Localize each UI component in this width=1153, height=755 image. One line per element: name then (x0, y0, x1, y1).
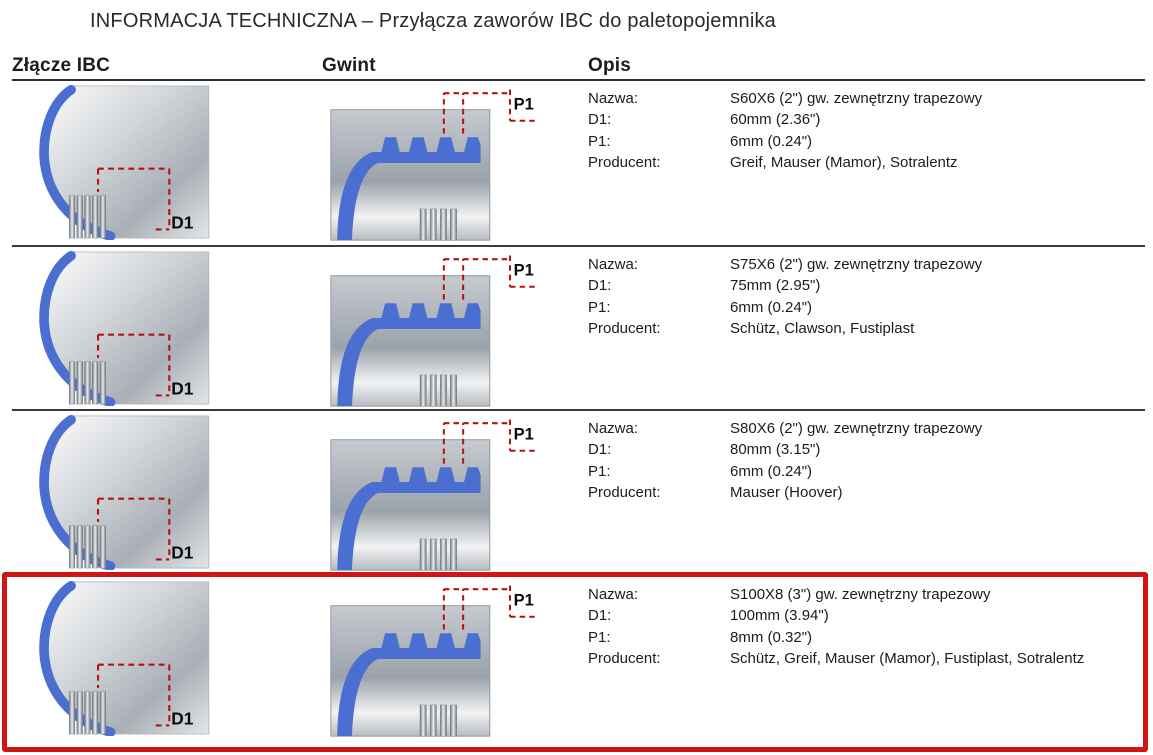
spout-ribs (68, 525, 106, 569)
spout-ribs (68, 361, 106, 405)
field-label-d1: D1: (588, 111, 612, 129)
p1-dimension-label: P1 (514, 261, 534, 280)
field-label-nazwa: Nazwa: (588, 256, 639, 273)
field-value-nazwa: S60X6 (2") gw. zewnętrzny trapezowy (730, 90, 983, 107)
table-row: D1 P1 (12, 81, 1145, 247)
thread-illustration: P1 (330, 585, 536, 737)
field-label-d1: D1: (588, 441, 612, 459)
connector-cell: D1 (12, 81, 322, 245)
table-body: D1 P1 (2, 81, 1148, 752)
thread-cell: P1 (322, 247, 588, 409)
field-value-nazwa: S80X6 (2") gw. zewnętrzny trapezowy (730, 420, 983, 437)
thread-cell: P1 (322, 577, 588, 747)
d1-dimension-lines (96, 167, 171, 231)
thread-illustration: P1 (330, 419, 536, 571)
field-label-p1: P1: (588, 132, 611, 150)
description-fields: Nazwa: S100X8 (3") gw. zewnętrzny trapez… (588, 585, 1143, 670)
connector-cell: D1 (12, 577, 322, 747)
field-label-nazwa: Nazwa: (588, 420, 639, 437)
field-value-d1: 75mm (2.95") (730, 277, 821, 295)
column-header-opis: Opis (588, 55, 632, 76)
description-cell: Nazwa: S75X6 (2") gw. zewnętrzny trapezo… (588, 247, 1145, 409)
field-value-producent: Schütz, Clawson, Fustiplast (730, 320, 915, 338)
spout-ribs (68, 691, 106, 735)
field-label-d1: D1: (588, 607, 612, 625)
p1-dimension-lines (442, 585, 536, 630)
column-header-zlacze-ibc: Złącze IBC (12, 55, 111, 76)
p1-dimension-label: P1 (514, 591, 534, 610)
thread-blue-profile (337, 633, 481, 737)
field-label-p1: P1: (588, 462, 611, 480)
ibc-connector-illustration: D1 (39, 580, 210, 736)
d1-dimension-label: D1 (171, 378, 194, 398)
description-fields: Nazwa: S60X6 (2") gw. zewnętrzny trapezo… (588, 89, 1145, 174)
p1-dimension-lines (442, 419, 536, 464)
d1-dimension-label: D1 (171, 542, 194, 562)
spout-ribs (419, 208, 457, 241)
table-header: Złącze IBC Gwint Opis (12, 55, 1145, 81)
p1-dimension-lines (442, 89, 536, 134)
spout-ribs (419, 374, 457, 407)
field-value-d1: 100mm (3.94") (730, 607, 829, 625)
field-label-producent: Producent: (588, 650, 661, 668)
thread-illustration: P1 (330, 255, 536, 407)
thread-blue-profile (337, 303, 481, 407)
p1-dimension-label: P1 (514, 95, 534, 114)
description-fields: Nazwa: S75X6 (2") gw. zewnętrzny trapezo… (588, 255, 1145, 340)
field-label-nazwa: Nazwa: (588, 90, 639, 107)
p1-dimension-lines (442, 255, 536, 300)
field-value-p1: 8mm (0.32") (730, 628, 813, 646)
description-cell: Nazwa: S100X8 (3") gw. zewnętrzny trapez… (588, 577, 1143, 747)
table-row: D1 P1 (2, 572, 1148, 752)
description-fields: Nazwa: S80X6 (2") gw. zewnętrzny trapezo… (588, 419, 1145, 504)
page-title: INFORMACJA TECHNICZNA – Przyłącza zaworó… (90, 10, 776, 32)
field-label-p1: P1: (588, 628, 611, 646)
thread-illustration: P1 (330, 89, 536, 241)
spout-ribs (419, 538, 457, 571)
thread-blue-profile (337, 137, 481, 241)
field-value-d1: 80mm (3.15") (730, 441, 821, 459)
thread-blue-profile (337, 467, 481, 571)
field-value-p1: 6mm (0.24") (730, 298, 813, 316)
connector-cell: D1 (12, 411, 322, 572)
thread-cell: P1 (322, 411, 588, 572)
field-label-producent: Producent: (588, 154, 661, 172)
spout-ribs (68, 195, 106, 239)
field-value-nazwa: S100X8 (3") gw. zewnętrzny trapezowy (730, 586, 991, 603)
field-label-producent: Producent: (588, 320, 661, 338)
description-cell: Nazwa: S60X6 (2") gw. zewnętrzny trapezo… (588, 81, 1145, 245)
field-value-p1: 6mm (0.24") (730, 132, 813, 150)
spout-ribs (419, 704, 457, 737)
d1-dimension-lines (96, 663, 171, 727)
field-value-d1: 60mm (2.36") (730, 111, 821, 129)
connector-cell: D1 (12, 247, 322, 409)
field-value-p1: 6mm (0.24") (730, 462, 813, 480)
field-value-producent: Greif, Mauser (Mamor), Sotralentz (730, 154, 958, 172)
p1-dimension-label: P1 (514, 425, 534, 444)
field-label-d1: D1: (588, 277, 612, 295)
d1-dimension-label: D1 (171, 708, 194, 728)
field-value-producent: Mauser (Hoover) (730, 484, 843, 502)
ibc-connector-illustration: D1 (39, 250, 210, 406)
description-cell: Nazwa: S80X6 (2") gw. zewnętrzny trapezo… (588, 411, 1145, 572)
field-value-producent: Schütz, Greif, Mauser (Mamor), Fustiplas… (730, 650, 1085, 668)
field-label-producent: Producent: (588, 484, 661, 502)
table-row: D1 P1 (12, 247, 1145, 411)
column-header-gwint: Gwint (322, 55, 376, 76)
table-row: D1 P1 (12, 411, 1145, 572)
thread-cell: P1 (322, 81, 588, 245)
field-label-p1: P1: (588, 298, 611, 316)
field-value-nazwa: S75X6 (2") gw. zewnętrzny trapezowy (730, 256, 983, 273)
ibc-connector-illustration: D1 (39, 414, 210, 570)
ibc-connector-illustration: D1 (39, 84, 210, 240)
d1-dimension-label: D1 (171, 212, 194, 232)
field-label-nazwa: Nazwa: (588, 586, 639, 603)
